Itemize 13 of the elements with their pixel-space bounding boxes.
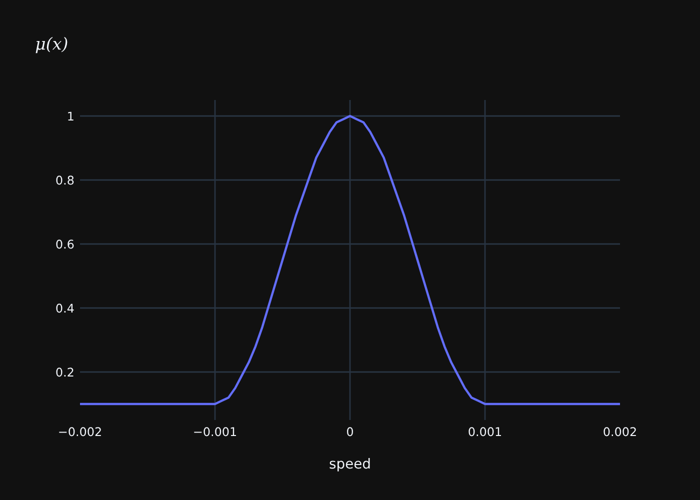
x-tick-label: −0.001	[194, 427, 236, 436]
x-tick-label: 0.001	[468, 427, 501, 436]
line-series	[80, 114, 620, 406]
y-tick-label: 0.8	[56, 176, 74, 185]
x-tick-label: 0	[346, 427, 354, 436]
y-tick-label: 0.4	[56, 304, 74, 313]
x-axis-title: speed	[330, 458, 370, 472]
x-tick-label: −0.002	[59, 427, 101, 436]
x-tick-label: 0.002	[604, 427, 636, 436]
y-tick-label: 0.2	[56, 368, 74, 377]
y-tick-label: 0.6	[56, 240, 74, 249]
chart-title: μ(x)	[36, 36, 68, 54]
y-tick-label: 1	[68, 112, 74, 121]
